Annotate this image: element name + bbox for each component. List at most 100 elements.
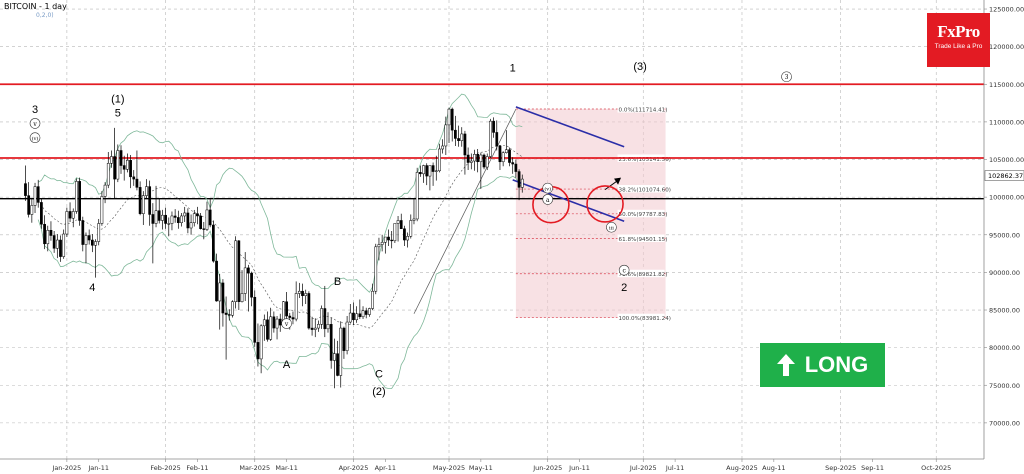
candle — [504, 130, 508, 154]
wave-label: a — [546, 197, 550, 204]
signal-label: LONG — [804, 352, 869, 377]
candle — [297, 282, 301, 298]
candle-body — [30, 205, 34, 215]
candle — [119, 145, 123, 174]
candle — [428, 165, 432, 191]
candle-body — [62, 233, 66, 257]
candle — [313, 318, 317, 338]
highlight-circle — [586, 185, 624, 223]
candle — [90, 234, 94, 253]
candle — [106, 151, 110, 189]
candle-body — [393, 223, 397, 242]
candle — [75, 178, 78, 214]
wave-label: (v) — [32, 135, 39, 142]
candle — [234, 236, 238, 309]
candle — [517, 169, 521, 201]
candle — [333, 338, 336, 389]
candle — [186, 208, 190, 234]
candle — [84, 232, 88, 264]
candle — [495, 120, 499, 151]
candle-body — [297, 290, 301, 294]
candle — [466, 147, 470, 171]
candle — [520, 174, 524, 193]
wave-label: v — [32, 121, 37, 128]
candle — [33, 182, 37, 213]
candle — [221, 279, 225, 327]
candle — [215, 253, 218, 302]
horizontal-levels — [0, 83, 984, 200]
candle — [460, 127, 464, 147]
candle — [310, 316, 314, 336]
candle-body — [457, 138, 460, 141]
long-signal-badge: LONG — [760, 343, 885, 387]
candle-body — [383, 236, 387, 243]
candle — [368, 307, 371, 317]
candle-body — [409, 220, 413, 237]
candle-body — [508, 149, 511, 163]
candle — [199, 212, 202, 230]
candle — [262, 314, 266, 341]
candle-body — [59, 239, 62, 257]
candle-body — [406, 236, 409, 241]
price-tick-label: 100000.00 — [989, 194, 1024, 202]
candle-body — [132, 176, 136, 180]
candle — [113, 127, 117, 199]
candle-body — [36, 186, 40, 203]
candle — [275, 316, 279, 340]
candle-body — [231, 301, 234, 316]
candle-body — [46, 230, 50, 245]
candle — [180, 212, 183, 227]
candle-body — [469, 160, 473, 163]
candle-body — [24, 183, 27, 196]
brand-name: FxPro — [937, 22, 980, 41]
candle-body — [520, 178, 524, 188]
candle-body — [180, 215, 183, 223]
fib-level-label: 0.0%(111714.41) — [619, 107, 668, 113]
candle — [345, 316, 349, 355]
candle — [393, 223, 397, 244]
candle — [132, 170, 136, 186]
candle — [196, 206, 199, 225]
wave-label-ring — [606, 221, 617, 233]
price-axis: 125000.00 120000.00 115000.00 110000.00 1050… — [983, 0, 1024, 459]
candle-body — [355, 313, 359, 321]
candle-body — [333, 353, 336, 361]
candle-body — [199, 215, 202, 229]
candle — [259, 324, 263, 374]
indicator-params: 0,2,0) — [36, 12, 54, 19]
candle-body — [138, 187, 142, 214]
candle — [418, 165, 422, 177]
candle-body — [237, 240, 241, 302]
candle-body — [485, 156, 489, 168]
candle-body — [285, 301, 288, 317]
time-tick-label: Sep-2025 — [825, 464, 856, 472]
time-tick-label: Apr-2025 — [339, 464, 369, 472]
time-tick-label: Jun-2025 — [532, 464, 562, 472]
candle-body — [27, 195, 31, 215]
candle-body — [504, 149, 508, 153]
wave-label-ring — [281, 318, 292, 329]
candle-body — [170, 215, 174, 224]
candle — [129, 155, 132, 189]
candle-body — [205, 209, 209, 230]
price-tick-label: 105000.00 — [989, 156, 1024, 164]
candle-body — [122, 165, 126, 170]
candle-body — [183, 212, 187, 217]
wave-label: 1 — [510, 62, 516, 74]
candle — [205, 201, 209, 232]
fib-level-label: 23.6%(105141.50) — [619, 157, 671, 163]
candle-body — [259, 325, 263, 360]
time-tick-label: Jan-11 — [87, 464, 109, 472]
candle-body — [323, 308, 327, 330]
candle-body — [361, 310, 365, 318]
candle — [447, 107, 451, 143]
candle — [377, 237, 381, 261]
candle — [224, 296, 228, 360]
wave-label: 5 — [115, 108, 121, 120]
candle — [374, 243, 378, 295]
wave-label: C — [375, 369, 383, 381]
wave-label: (v) — [544, 186, 551, 193]
candle-body — [106, 163, 110, 186]
candle — [46, 225, 50, 252]
wave-label-ring — [29, 132, 41, 144]
